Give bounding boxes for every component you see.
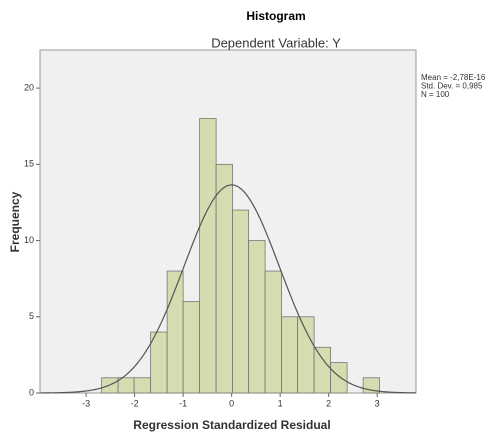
stats-label: N = 100 — [421, 90, 450, 99]
y-tick-label: 10 — [24, 235, 34, 245]
y-tick-label: 15 — [24, 159, 34, 169]
bar — [117, 377, 135, 394]
bar — [297, 316, 315, 394]
y-tick-label: 5 — [29, 311, 34, 321]
y-tick-label: 20 — [24, 82, 34, 92]
y-tick-label: 0 — [29, 387, 34, 397]
bar — [232, 209, 250, 394]
bar — [215, 163, 234, 394]
bar — [199, 118, 217, 394]
x-tick-label: 1 — [278, 398, 283, 408]
x-tick-label: 2 — [326, 398, 331, 408]
bar — [150, 331, 168, 394]
bar — [133, 377, 152, 394]
stats-label: Mean = -2,78E-16 — [421, 73, 486, 82]
bar — [313, 346, 332, 394]
bar — [248, 240, 266, 394]
stats-label: Std. Dev. = 0,985 — [421, 82, 483, 91]
x-tick-label: -2 — [131, 398, 139, 408]
x-axis-label: Regression Standardized Residual — [133, 418, 330, 432]
chart-subtitle: Dependent Variable: Y — [211, 35, 341, 50]
bar — [330, 362, 348, 394]
bar — [264, 270, 283, 394]
x-tick-label: -1 — [179, 398, 187, 408]
x-tick-label: -3 — [82, 398, 90, 408]
x-tick-label: 3 — [375, 398, 380, 408]
bar — [281, 316, 299, 394]
y-axis-label: Frequency — [8, 191, 22, 252]
chart-title: Histogram — [246, 9, 305, 23]
x-tick-label: 0 — [229, 398, 234, 408]
bar — [182, 301, 201, 394]
normal-curve — [40, 184, 417, 394]
